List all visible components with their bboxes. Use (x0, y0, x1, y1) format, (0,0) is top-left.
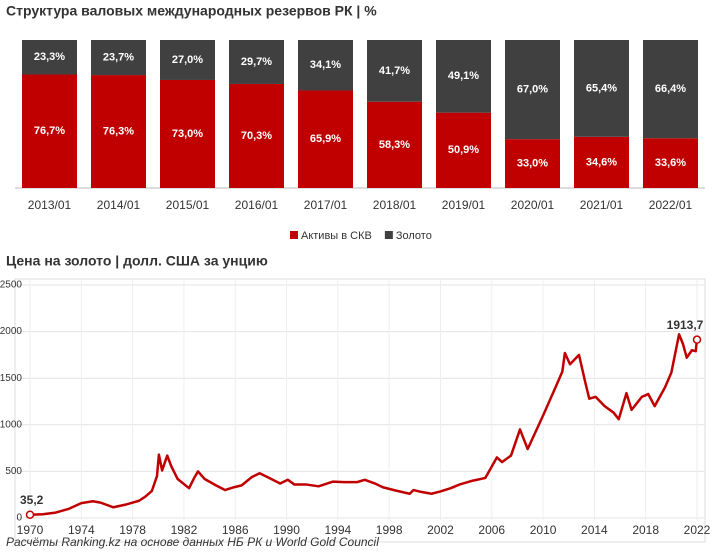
legend-label: Активы в СКВ (301, 230, 372, 242)
x-tick-label: 2013/01 (28, 198, 72, 212)
x-tick-label: 2014/01 (97, 198, 141, 212)
y-tick-label: 1000 (0, 419, 22, 430)
bar-segment (574, 40, 629, 137)
chart-title: Цена на золото | долл. США за унцию (6, 253, 268, 269)
legend-label: Золото (396, 230, 432, 242)
bar-segment (436, 112, 491, 188)
bar-segment (643, 40, 698, 139)
legend-swatch (290, 231, 298, 239)
bar-segment (505, 139, 560, 188)
y-tick-label: 0 (16, 513, 22, 524)
x-tick-label: 2022/01 (649, 198, 693, 212)
value-label: 66,4% (655, 83, 686, 95)
x-tick-label: 1978 (119, 523, 146, 537)
value-label: 70,3% (241, 130, 272, 142)
x-tick-label: 2016/01 (235, 198, 279, 212)
value-label: 65,4% (586, 82, 617, 94)
bar-segment (367, 101, 422, 188)
footnote: Расчёты Ranking.kz на основе данных НБ Р… (6, 535, 379, 549)
y-tick-label: 2500 (0, 280, 22, 291)
data-label: 35,2 (20, 493, 44, 507)
x-tick-label: 1994 (324, 523, 351, 537)
value-label: 34,1% (310, 59, 341, 71)
value-label: 27,0% (172, 54, 203, 66)
value-label: 33,0% (517, 157, 548, 169)
x-tick-label: 2021/01 (580, 198, 624, 212)
x-tick-label: 2018 (632, 523, 659, 537)
x-tick-label: 2002 (427, 523, 454, 537)
x-tick-label: 1998 (376, 523, 403, 537)
value-label: 41,7% (379, 65, 410, 77)
x-tick-label: 1970 (17, 523, 44, 537)
x-tick-label: 2010 (530, 523, 557, 537)
bar-segment (160, 79, 215, 188)
x-tick-label: 1982 (171, 523, 198, 537)
x-tick-label: 1974 (68, 523, 95, 537)
value-label: 49,1% (448, 70, 479, 82)
x-tick-label: 2018/01 (373, 198, 417, 212)
y-tick-label: 1500 (0, 373, 22, 384)
bar-segment (298, 90, 353, 188)
value-label: 23,3% (34, 51, 65, 63)
point-marker (25, 510, 35, 519)
value-label: 50,9% (448, 144, 479, 156)
plot-frame (14, 278, 706, 543)
bar-segment (22, 40, 77, 75)
value-label: 58,3% (379, 139, 410, 151)
bar-segment (229, 40, 284, 84)
bar-segment (367, 40, 422, 102)
x-tick-label: 2015/01 (166, 198, 210, 212)
x-tick-label: 1986 (222, 523, 249, 537)
x-tick-label: 2017/01 (304, 198, 348, 212)
bar-segment (229, 83, 284, 188)
value-label: 76,3% (103, 125, 134, 137)
x-tick-label: 2022 (684, 523, 711, 537)
x-tick-label: 1990 (273, 523, 300, 537)
value-label: 29,7% (241, 56, 272, 68)
data-label: 1913,7 (667, 318, 704, 332)
x-tick-label: 2006 (478, 523, 505, 537)
price-line (29, 333, 699, 516)
value-label: 34,6% (586, 156, 617, 168)
value-label: 73,0% (172, 128, 203, 140)
point-marker (692, 335, 702, 344)
bar-segment (91, 40, 146, 76)
y-tick-label: 2000 (0, 326, 22, 337)
bar-segment (91, 75, 146, 188)
x-tick-label: 2020/01 (511, 198, 555, 212)
value-label: 67,0% (517, 83, 548, 95)
value-label: 33,6% (655, 157, 686, 169)
chart-title: Структура валовых международных резервов… (6, 3, 377, 19)
bar-segment (643, 138, 698, 188)
value-label: 65,9% (310, 133, 341, 145)
bar-segment (505, 40, 560, 140)
bar-segment (298, 40, 353, 91)
value-label: 76,7% (34, 125, 65, 137)
y-tick-label: 500 (5, 466, 22, 477)
bar-segment (574, 136, 629, 188)
bar-segment (436, 40, 491, 113)
value-label: 23,7% (103, 51, 134, 63)
legend-swatch (384, 231, 393, 239)
x-tick-label: 2019/01 (442, 198, 486, 212)
bar-segment (22, 74, 77, 188)
x-tick-label: 2014 (581, 523, 608, 537)
bar-segment (160, 40, 215, 80)
